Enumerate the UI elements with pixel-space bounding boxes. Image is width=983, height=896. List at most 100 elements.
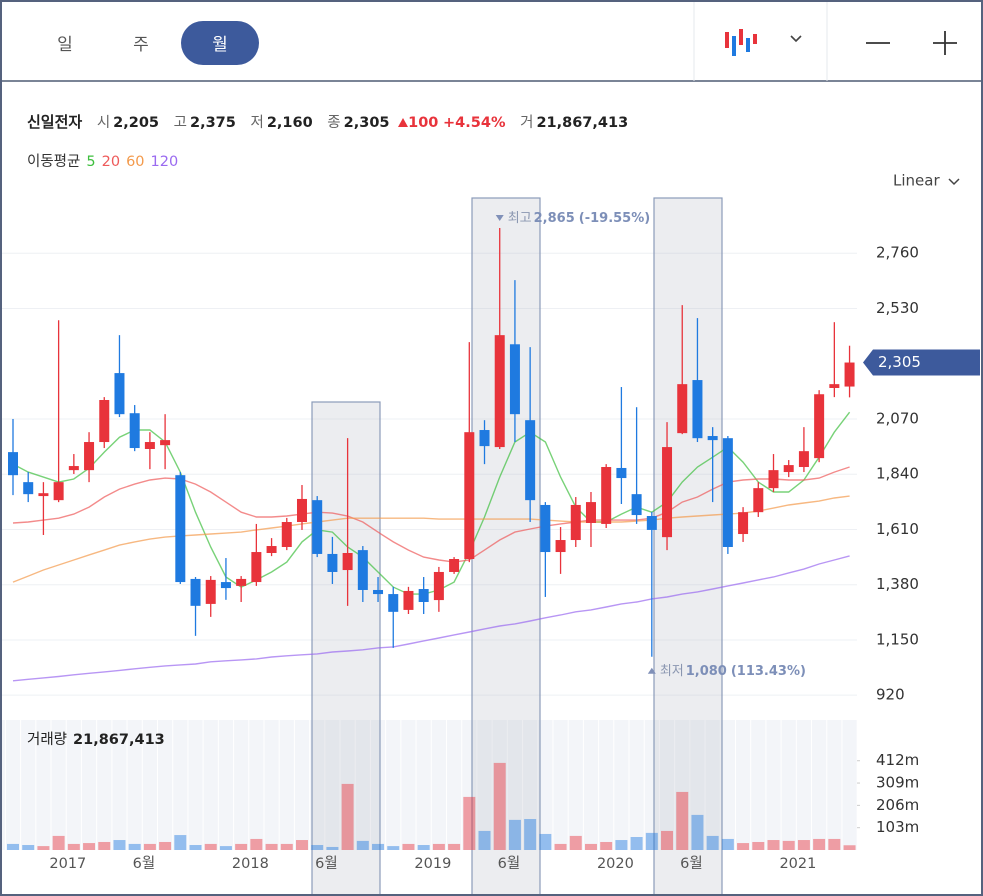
volume-bar xyxy=(630,837,643,850)
x-tick-label: 6월 xyxy=(680,855,703,872)
x-tick-label: 2019 xyxy=(414,856,451,872)
volume-bar xyxy=(128,843,141,850)
ma-legend-entry: 60 xyxy=(126,154,145,170)
candle-body xyxy=(692,380,703,439)
moving-average-line xyxy=(12,555,850,682)
candle-body xyxy=(479,430,490,447)
volume-bar xyxy=(311,845,324,850)
x-tick-label: 2018 xyxy=(232,856,269,872)
field-label: 시 xyxy=(96,115,111,131)
quote-header: 신일전자 시 2,205 고 2,375 저 2,160 종 2,305 100 +4.… xyxy=(27,111,628,132)
volume-bar xyxy=(767,840,780,850)
volume-bar xyxy=(326,846,339,850)
candle-body xyxy=(114,373,125,415)
volume-tick-label: 309m xyxy=(876,774,919,792)
scale-selector[interactable]: Linear xyxy=(893,172,940,190)
candle-body xyxy=(68,466,79,471)
extreme-label: 최저 xyxy=(660,663,684,678)
candle-body xyxy=(631,494,642,516)
candle-body xyxy=(570,504,581,541)
tab[interactable]: 주 xyxy=(133,35,149,55)
candle-body xyxy=(403,590,414,610)
candle-body xyxy=(722,438,733,547)
candle-body xyxy=(53,482,64,501)
volume-bar xyxy=(843,845,856,850)
candle-body xyxy=(281,522,292,547)
y-tick-label: 2,760 xyxy=(876,244,919,262)
highlight-box xyxy=(311,401,381,894)
y-tick-label: 1,610 xyxy=(876,520,919,538)
volume-bar xyxy=(37,846,50,850)
candle-body xyxy=(555,540,566,553)
candle-body xyxy=(768,470,779,489)
volume-bar xyxy=(508,819,521,850)
chart-type-icon[interactable] xyxy=(725,29,757,56)
volume-bar xyxy=(295,840,308,850)
y-tick-label: 2,070 xyxy=(876,409,919,427)
extreme-marker xyxy=(495,215,504,222)
candle-body xyxy=(236,578,247,586)
icon-bar xyxy=(739,29,743,45)
volume-bar xyxy=(22,845,35,850)
candle-body xyxy=(99,399,110,443)
tab-active[interactable]: 월 xyxy=(212,35,228,55)
scale-chevron[interactable] xyxy=(948,178,960,186)
candle-body xyxy=(296,498,307,523)
volume-bar xyxy=(402,843,415,850)
volume-bar xyxy=(797,840,810,850)
candle-body xyxy=(433,571,444,601)
moving-average-line xyxy=(12,466,850,563)
volume-bar xyxy=(174,835,187,850)
volume-bar xyxy=(645,832,658,850)
change: 100 xyxy=(408,115,439,131)
up-arrow-shape xyxy=(398,118,409,127)
extreme-label: 최고 xyxy=(508,211,532,226)
y-tick-label: 1,840 xyxy=(876,465,919,483)
volume-label: 거래량 21,867,413 xyxy=(27,731,165,748)
field-label: 종 xyxy=(327,115,341,131)
candle-body xyxy=(129,413,140,449)
dropdown-chevron[interactable] xyxy=(790,35,802,43)
y-tick-label: 1,380 xyxy=(876,575,919,593)
candle-body xyxy=(677,384,688,434)
field-label: 거 xyxy=(520,115,534,131)
zoom-in[interactable] xyxy=(933,31,957,55)
volume-bar xyxy=(98,841,111,850)
volume-bar xyxy=(7,843,19,850)
extreme-annotation: 최저 1,080 (113.43%) xyxy=(660,663,806,678)
tab[interactable]: 일 xyxy=(57,35,73,55)
volume-bar xyxy=(143,843,156,850)
ma-legend: 이동평균 5 20 60 120 xyxy=(27,150,178,171)
candle-body xyxy=(388,594,399,612)
candle-body xyxy=(175,475,186,583)
highlight-box xyxy=(653,197,723,894)
y-tick-label: 1,150 xyxy=(876,630,919,648)
volume-tick-label: 412m xyxy=(876,751,919,769)
volume-bar xyxy=(721,838,734,850)
volume-bar xyxy=(83,843,96,850)
tab-active-bg[interactable] xyxy=(181,21,259,65)
volume-bar xyxy=(539,833,552,850)
icon-bar xyxy=(746,38,750,52)
x-tick-label: 2020 xyxy=(597,856,634,872)
candle-body xyxy=(190,578,201,606)
candle-body xyxy=(707,436,718,441)
extreme-change: (113.43%) xyxy=(731,663,806,678)
x-tick-label: 2017 xyxy=(49,856,86,872)
ma-legend-title: 이동평균 xyxy=(27,154,81,170)
candle-body xyxy=(23,482,34,495)
volume-bar xyxy=(159,841,172,850)
candle-body xyxy=(464,432,475,560)
candle-body xyxy=(494,335,505,448)
volume-bar xyxy=(554,843,567,850)
volume-bar xyxy=(235,843,248,850)
candle-body xyxy=(753,488,764,513)
icon-bar xyxy=(725,32,729,48)
volume-bar xyxy=(280,843,293,850)
volume-bar xyxy=(615,840,628,850)
field-label: 고 xyxy=(173,115,187,131)
volume-bar xyxy=(204,843,217,850)
icon-bar xyxy=(753,34,757,44)
